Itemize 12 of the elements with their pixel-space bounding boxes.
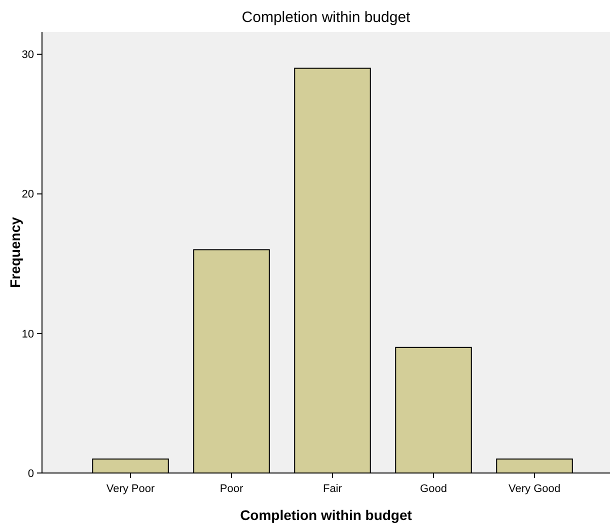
y-tick-label: 30 [22, 49, 34, 62]
chart-title: Completion within budget [242, 9, 412, 26]
x-tick-label: Poor [220, 483, 244, 495]
x-tick-label: Very Poor [106, 483, 155, 495]
x-axis-title: Completion within budget [240, 507, 412, 523]
y-tick-label: 0 [28, 468, 34, 480]
x-tick-label: Fair [323, 483, 342, 495]
x-tick-label: Good [420, 483, 447, 495]
x-tick-label: Very Good [508, 483, 560, 495]
y-tick-label: 20 [22, 188, 34, 201]
y-tick-label: 10 [22, 328, 34, 340]
y-axis-title: Frequency [7, 216, 23, 288]
